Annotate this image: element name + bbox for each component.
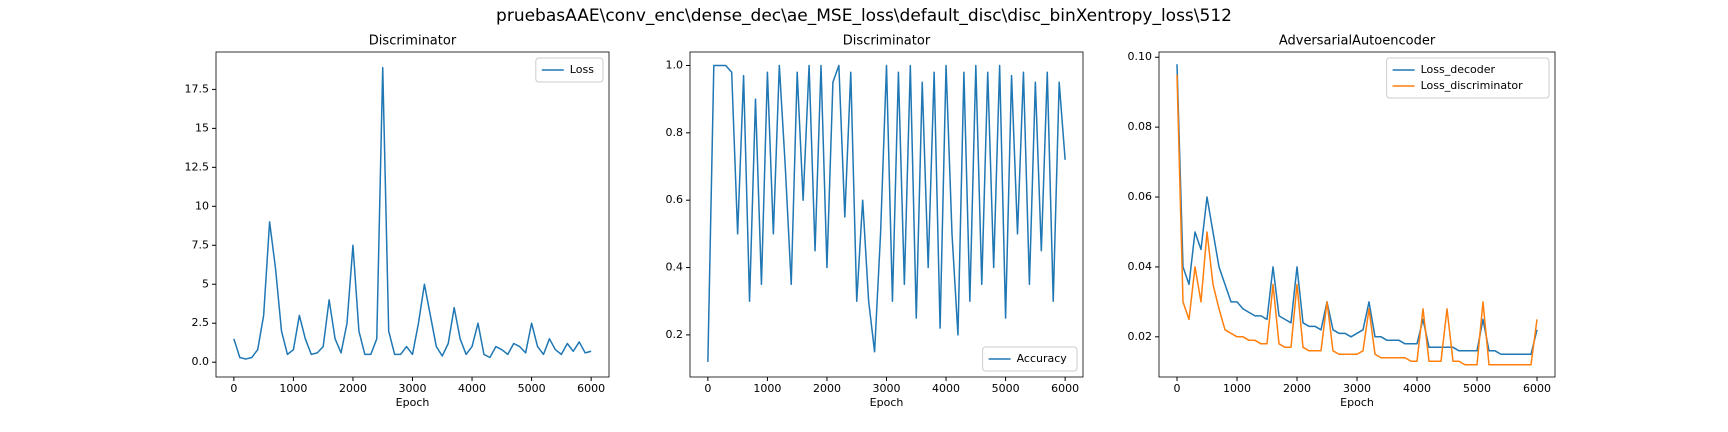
x-tick-label: 2000 (1283, 382, 1311, 395)
x-tick-label: 2000 (813, 382, 841, 395)
axes-title: Discriminator (369, 34, 457, 49)
y-tick-label: 15 (195, 121, 209, 134)
axes-frame (689, 51, 1084, 378)
legend: Loss (535, 57, 604, 83)
y-tick-label: 0.6 (666, 193, 684, 206)
axes-frame (1158, 51, 1556, 378)
x-tick-label: 3000 (1343, 382, 1371, 395)
axes-title: AdversarialAutoencoder (1279, 34, 1436, 49)
legend: Accuracy (982, 346, 1078, 372)
y-tick-label: 0.0 (192, 355, 210, 368)
x-tick-label: 5000 (518, 382, 546, 395)
y-tick-label: 0.08 (1128, 120, 1153, 133)
y-tick-label: 0.8 (666, 126, 684, 139)
y-tick-label: 2.5 (192, 316, 210, 329)
y-tick-label: 0.02 (1128, 330, 1153, 343)
y-tick-label: 0.4 (666, 261, 684, 274)
y-tick-label: 10 (195, 199, 209, 212)
x-tick-label: 6000 (1523, 382, 1551, 395)
series-line (707, 64, 1066, 362)
y-tick-label: 0.10 (1128, 50, 1153, 63)
x-axis-label: Epoch (396, 396, 430, 409)
legend-label: Loss_decoder (1421, 63, 1496, 76)
x-tick-label: 6000 (577, 382, 605, 395)
legend-label: Loss_discriminator (1421, 79, 1524, 92)
x-tick-label: 2000 (339, 382, 367, 395)
y-tick-label: 1.0 (666, 58, 684, 71)
legend-label: Loss (570, 63, 594, 76)
y-tick-label: 12.5 (185, 160, 210, 173)
legend-box (535, 57, 604, 83)
y-tick-label: 5 (202, 277, 209, 290)
legend: Loss_decoder Loss_discriminator (1386, 57, 1550, 99)
x-tick-label: 4000 (932, 382, 960, 395)
x-tick-label: 5000 (1463, 382, 1491, 395)
legend-box (1386, 57, 1550, 99)
series-line (233, 66, 592, 360)
y-tick-label: 0.2 (666, 328, 684, 341)
series-line (1176, 64, 1538, 356)
x-tick-label: 4000 (1403, 382, 1431, 395)
x-tick-label: 3000 (399, 382, 427, 395)
series-line (1176, 74, 1538, 366)
x-tick-label: 0 (1174, 382, 1181, 395)
x-tick-label: 1000 (1223, 382, 1251, 395)
axes-title: Discriminator (843, 34, 931, 49)
x-tick-label: 0 (230, 382, 237, 395)
y-tick-label: 17.5 (185, 82, 210, 95)
axes-frame (215, 51, 610, 378)
x-tick-label: 5000 (992, 382, 1020, 395)
x-tick-label: 0 (704, 382, 711, 395)
x-axis-label: Epoch (870, 396, 904, 409)
legend-label: Accuracy (1017, 352, 1068, 365)
y-tick-label: 0.04 (1128, 260, 1153, 273)
x-tick-label: 6000 (1051, 382, 1079, 395)
x-tick-label: 1000 (753, 382, 781, 395)
x-tick-label: 3000 (873, 382, 901, 395)
y-tick-label: 0.06 (1128, 190, 1153, 203)
x-axis-label: Epoch (1340, 396, 1374, 409)
figure-title: pruebasAAE\conv_enc\dense_dec\ae_MSE_los… (496, 6, 1232, 26)
y-tick-label: 7.5 (192, 238, 210, 251)
x-tick-label: 1000 (279, 382, 307, 395)
x-tick-label: 4000 (458, 382, 486, 395)
legend-box (982, 346, 1078, 372)
